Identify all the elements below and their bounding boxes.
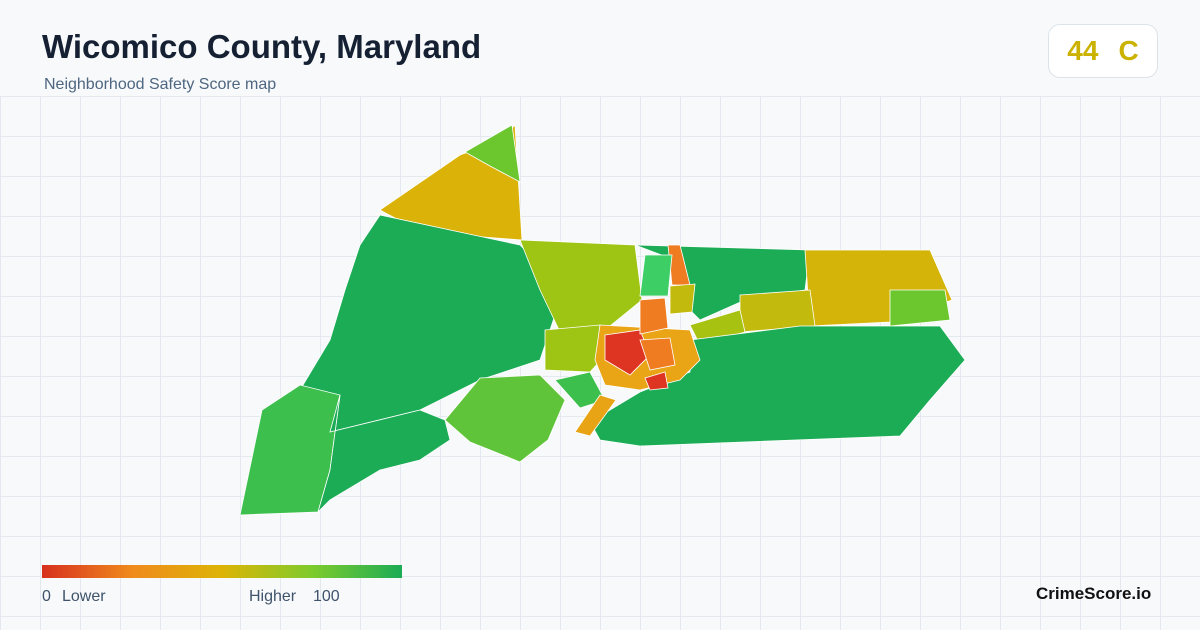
legend-min: 0 (42, 588, 51, 605)
subtitle: Neighborhood Safety Score map (44, 76, 277, 93)
region (889, 289, 951, 327)
region (669, 283, 696, 315)
region (444, 374, 566, 463)
title: Wicomico County, Maryland (42, 28, 482, 65)
region (464, 124, 521, 183)
score-badge: 44 C (1048, 24, 1158, 78)
region (689, 309, 746, 346)
region (639, 254, 673, 297)
score-value: 44 (1067, 35, 1099, 66)
region (639, 297, 669, 335)
region (644, 371, 669, 391)
region (589, 325, 966, 447)
region (317, 394, 451, 514)
brand: CrimeScore.io (1036, 584, 1152, 603)
legend-gradient (42, 565, 402, 578)
score-grade: C (1118, 35, 1139, 66)
region (604, 329, 651, 376)
region (574, 394, 617, 437)
legend-min-label: Lower (62, 588, 106, 605)
legend-max: 100 (313, 588, 340, 605)
legend-max-label: Higher (249, 588, 297, 605)
region (639, 337, 676, 371)
